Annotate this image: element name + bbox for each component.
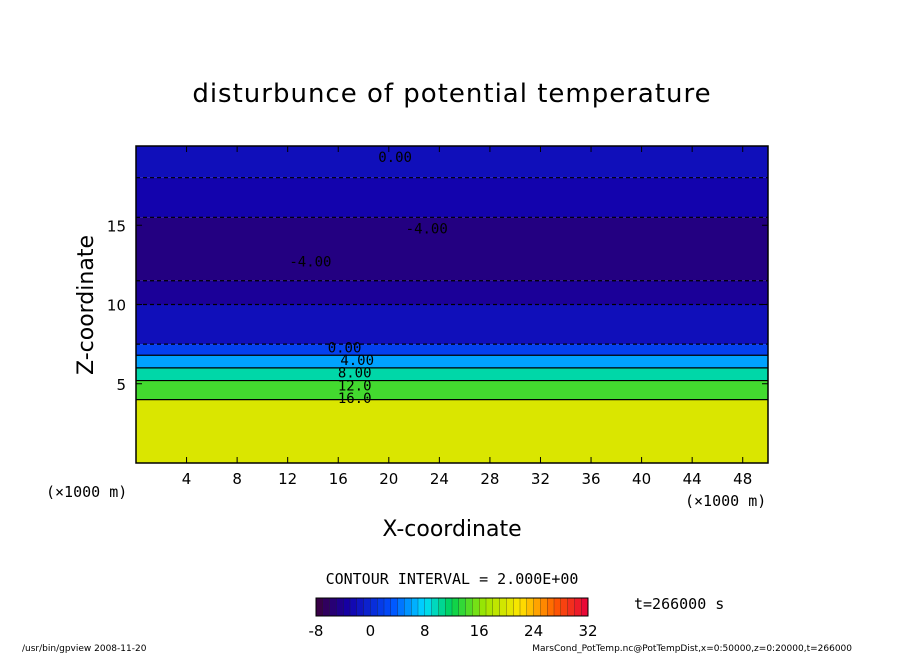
- chart-title: disturbunce of potential temperature: [192, 79, 711, 109]
- colorbar-cell: [451, 597, 460, 617]
- colorbar-cell: [526, 597, 535, 617]
- contour-label: -4.00: [289, 255, 331, 271]
- colorbar-tick-label: 32: [578, 622, 597, 640]
- field-band: [136, 355, 768, 368]
- y-tick-label: 5: [116, 376, 126, 394]
- colorbar-cell: [465, 597, 473, 617]
- contour-lines: [136, 177, 768, 401]
- colorbar-tick-label: 0: [366, 622, 376, 640]
- x-tick-label: 36: [581, 470, 600, 488]
- contour-label: 8.00: [338, 366, 372, 382]
- field-band: [136, 380, 768, 400]
- colorbar-tick-label: 16: [470, 622, 489, 640]
- x-tick-label: 44: [683, 470, 702, 488]
- colorbar-cell: [485, 597, 494, 617]
- colorbar-cell: [397, 597, 405, 617]
- y-axis-ticks: 5 10 15: [107, 217, 768, 394]
- colorbar-cell: [417, 597, 426, 617]
- colorbar-tick-label: -8: [309, 622, 324, 640]
- x-tick-label: 40: [632, 470, 651, 488]
- x-units-right: (×1000 m): [685, 492, 766, 510]
- colorbar-cell: [424, 597, 433, 617]
- x-tick-label: 48: [733, 470, 752, 488]
- x-tick-label: 16: [329, 470, 348, 488]
- colorbar-cell: [329, 597, 337, 617]
- colorbar-cell: [349, 597, 358, 617]
- y-tick-label: 15: [107, 217, 126, 235]
- colorbar: [315, 597, 589, 617]
- colorbar-cell: [567, 597, 575, 617]
- colorbar-cell: [404, 597, 412, 617]
- colorbar-cell: [479, 597, 487, 617]
- x-tick-label: 8: [232, 470, 242, 488]
- contour-label: -4.00: [406, 221, 448, 237]
- colorbar-cell: [343, 597, 351, 617]
- colorbar-cell: [336, 597, 344, 617]
- colorbar-cell: [533, 597, 541, 617]
- colorbar-cell: [513, 597, 521, 617]
- field-band: [136, 399, 768, 463]
- colorbar-cell: [370, 597, 378, 617]
- colorbar-ticks: -8 0 8 16 24 32: [309, 622, 598, 640]
- x-tick-label: 32: [531, 470, 550, 488]
- field-band: [136, 344, 768, 356]
- field-band: [136, 280, 768, 305]
- x-axis-label: X-coordinate: [382, 517, 521, 542]
- colorbar-tick-label: 8: [420, 622, 430, 640]
- colorbar-cell: [390, 597, 399, 617]
- x-tick-label: 20: [379, 470, 398, 488]
- colorbar-cell: [377, 597, 385, 617]
- temperature-field: [136, 146, 768, 463]
- colorbar-tick-label: 24: [524, 622, 543, 640]
- field-band: [136, 217, 768, 281]
- field-band: [136, 304, 768, 345]
- time-label: t=266000 s: [634, 595, 724, 613]
- y-axis-label: Z-coordinate: [74, 235, 99, 375]
- footer-right: MarsCond_PotTemp.nc@PotTempDist,x=0:5000…: [532, 644, 852, 654]
- colorbar-cell: [472, 597, 480, 617]
- contour-label: 12.0: [338, 378, 372, 394]
- colorbar-cell: [581, 597, 589, 617]
- colorbar-cell: [553, 597, 562, 617]
- x-tick-label: 12: [278, 470, 297, 488]
- contour-label: 16.0: [338, 391, 372, 407]
- colorbar-cell: [540, 597, 548, 617]
- colorbar-cell: [458, 597, 467, 617]
- colorbar-cell: [547, 597, 555, 617]
- colorbar-cell: [492, 597, 501, 617]
- x-tick-label: 24: [430, 470, 449, 488]
- y-tick-label: 10: [107, 297, 126, 315]
- x-units-left: (×1000 m): [46, 483, 127, 501]
- field-band: [136, 146, 768, 178]
- colorbar-cell: [499, 597, 507, 617]
- colorbar-cell: [363, 597, 371, 617]
- colorbar-cell: [431, 597, 439, 617]
- colorbar-cell: [315, 597, 324, 617]
- colorbar-cell: [560, 597, 569, 617]
- contour-label: 0.00: [378, 150, 412, 166]
- contour-label: 4.00: [340, 353, 374, 369]
- colorbar-cell: [411, 597, 419, 617]
- x-tick-label: 28: [480, 470, 499, 488]
- colorbar-cell: [356, 597, 365, 617]
- colorbar-cell: [574, 597, 582, 617]
- colorbar-frame: [315, 597, 589, 617]
- contour-interval-label: CONTOUR INTERVAL = 2.000E+00: [326, 570, 579, 588]
- colorbar-cell: [322, 597, 331, 617]
- colorbar-cell: [438, 597, 446, 617]
- colorbar-cell: [519, 597, 528, 617]
- colorbar-cell: [383, 597, 392, 617]
- x-axis-ticks: 4 8 12 16 20 24 28 32 36 40 44 48: [182, 146, 752, 488]
- field-band: [136, 367, 768, 381]
- contour-label: 0.00: [328, 340, 362, 356]
- colorbar-cell: [445, 597, 453, 617]
- field-band: [136, 177, 768, 218]
- x-tick-label: 4: [182, 470, 192, 488]
- footer-left: /usr/bin/gpview 2008-11-20: [22, 644, 147, 654]
- colorbar-cell: [506, 597, 514, 617]
